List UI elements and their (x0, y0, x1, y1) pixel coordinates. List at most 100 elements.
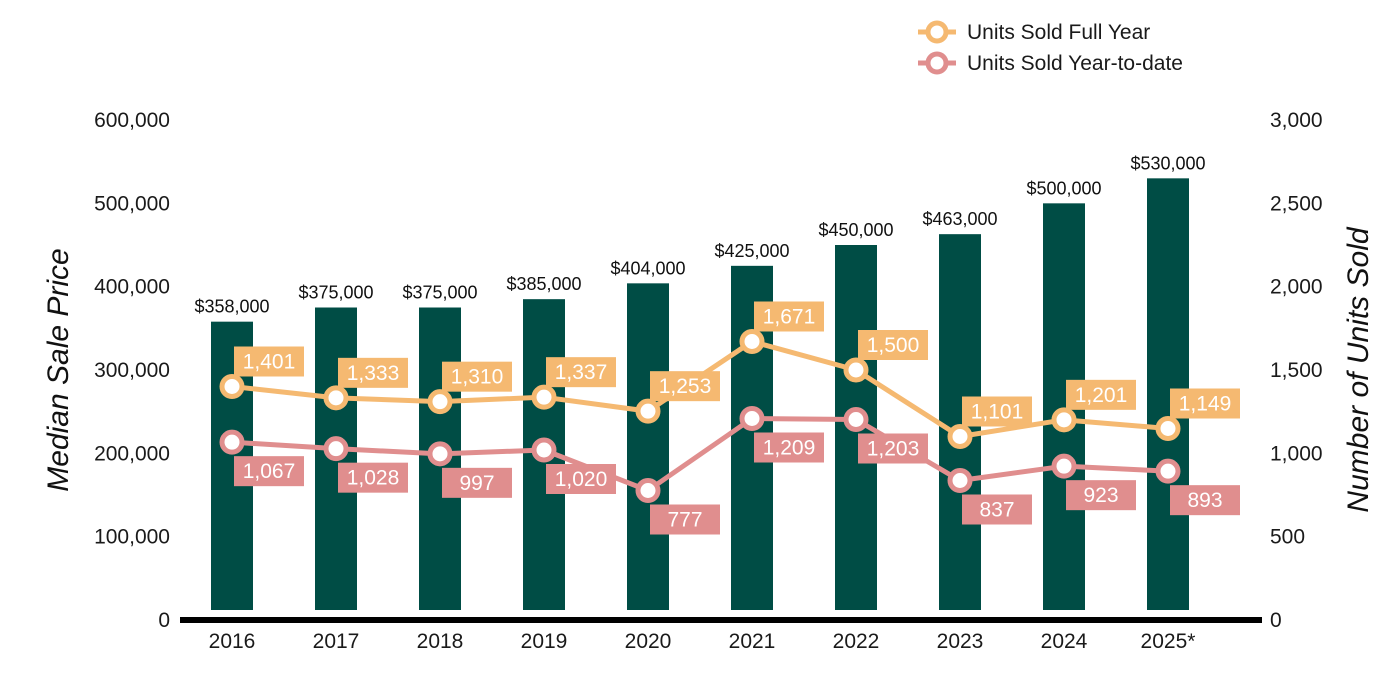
x-axis-tick-label: 2019 (521, 630, 568, 653)
series-point (531, 437, 557, 463)
right-axis-tick-label: 3,000 (1270, 109, 1323, 132)
bar-value-label: $530,000 (1130, 153, 1205, 173)
data-label-box (754, 301, 824, 332)
data-label-box (546, 357, 616, 388)
left-axis-tick-label: 600,000 (94, 109, 170, 132)
bar-value-label: $450,000 (818, 220, 893, 240)
data-label-box (962, 494, 1032, 525)
x-axis-tick-label: 2021 (729, 630, 776, 653)
left-axis-tick-label: 100,000 (94, 526, 170, 549)
bar-value-label: $404,000 (610, 258, 685, 278)
data-label-box (1170, 485, 1240, 516)
data-label-box (442, 467, 512, 498)
series-point (1051, 407, 1077, 433)
data-label-box (1170, 388, 1240, 419)
data-label: 997 (459, 472, 494, 495)
right-axis-title: Number of Units Sold (1342, 226, 1375, 512)
data-label: 1,201 (1075, 384, 1128, 407)
data-label: 1,401 (243, 351, 296, 374)
data-label: 1,500 (867, 334, 920, 357)
series-point (531, 384, 557, 410)
legend-label: Units Sold Year-to-date (967, 52, 1183, 75)
right-axis-tick-label: 500 (1270, 526, 1305, 549)
data-label: 777 (667, 509, 702, 532)
bar-value-label: $463,000 (922, 209, 997, 229)
bar-value-label: $500,000 (1026, 178, 1101, 198)
x-axis-tick-label: 2020 (625, 630, 672, 653)
legend-marker (925, 51, 949, 75)
x-axis-tick-label: 2025* (1141, 630, 1196, 653)
data-label-box (234, 346, 304, 377)
data-label: 1,020 (555, 468, 608, 491)
data-label-box (442, 361, 512, 392)
left-axis-tick-label: 200,000 (94, 442, 170, 465)
series-line (231, 416, 1169, 493)
x-axis-tick-label: 2024 (1041, 630, 1088, 653)
x-axis-tick-label: 2016 (209, 630, 256, 653)
bar-value-label: $385,000 (506, 274, 581, 294)
data-label-box (546, 464, 616, 494)
series-point (1155, 416, 1181, 441)
left-axis-tick-label: 0 (158, 609, 170, 632)
x-axis-tick-label: 2018 (417, 630, 464, 653)
x-axis-tick-label: 2023 (937, 630, 984, 653)
series-point (635, 478, 661, 503)
series-point (427, 389, 453, 415)
series-point (739, 329, 765, 354)
bar (627, 283, 669, 610)
data-label: 837 (979, 499, 1014, 522)
right-axis-tick-label: 1,000 (1270, 442, 1323, 465)
series-point (947, 468, 973, 493)
data-label-box (234, 456, 304, 487)
legend-label: Units Sold Full Year (967, 21, 1150, 44)
bar-value-label: $425,000 (714, 241, 789, 261)
data-label: 1,333 (347, 362, 400, 385)
bar-value-label: $375,000 (298, 283, 373, 303)
data-label-box (338, 357, 408, 388)
series-point (427, 441, 453, 467)
right-axis-tick-label: 2,500 (1270, 192, 1323, 215)
series-point (219, 374, 245, 399)
data-label-box (754, 432, 824, 463)
series-point (219, 429, 245, 455)
left-axis-tick-label: 300,000 (94, 359, 170, 382)
data-label: 1,203 (867, 438, 920, 461)
data-label: 1,310 (451, 366, 504, 389)
bar-value-label: $375,000 (402, 283, 477, 303)
data-label: 1,101 (971, 401, 1024, 424)
series-point (1155, 458, 1181, 484)
data-label-box (338, 462, 408, 493)
data-label-box (1066, 379, 1136, 410)
series-point (323, 436, 349, 462)
series-point (947, 424, 973, 449)
x-axis-tick-label: 2022 (833, 630, 880, 653)
data-label: 1,671 (763, 306, 816, 329)
series-point (635, 398, 661, 424)
right-axis-tick-label: 2,000 (1270, 276, 1323, 299)
x-axis-tick-label: 2017 (313, 630, 360, 653)
left-axis-title: Median Sale Price (42, 248, 75, 491)
series-point (843, 407, 869, 432)
series-point (739, 406, 765, 431)
series-point (1051, 453, 1077, 479)
data-label: 893 (1187, 489, 1222, 512)
right-axis-tick-label: 1,500 (1270, 359, 1323, 382)
data-label-box (1066, 480, 1136, 511)
data-label-box (858, 433, 928, 464)
legend-marker (925, 20, 949, 44)
data-label: 1,067 (243, 460, 296, 483)
data-label-box (962, 396, 1032, 427)
data-label: 1,337 (555, 361, 608, 384)
data-label-box (650, 504, 720, 535)
series-point (323, 385, 349, 411)
data-label: 1,149 (1179, 393, 1232, 416)
data-label-box (858, 330, 928, 360)
right-axis-tick-label: 0 (1270, 609, 1282, 632)
bar-value-label: $358,000 (194, 297, 269, 317)
data-label: 923 (1083, 484, 1118, 507)
series-point (843, 357, 869, 383)
data-label: 1,209 (763, 437, 816, 460)
left-axis-tick-label: 400,000 (94, 276, 170, 299)
